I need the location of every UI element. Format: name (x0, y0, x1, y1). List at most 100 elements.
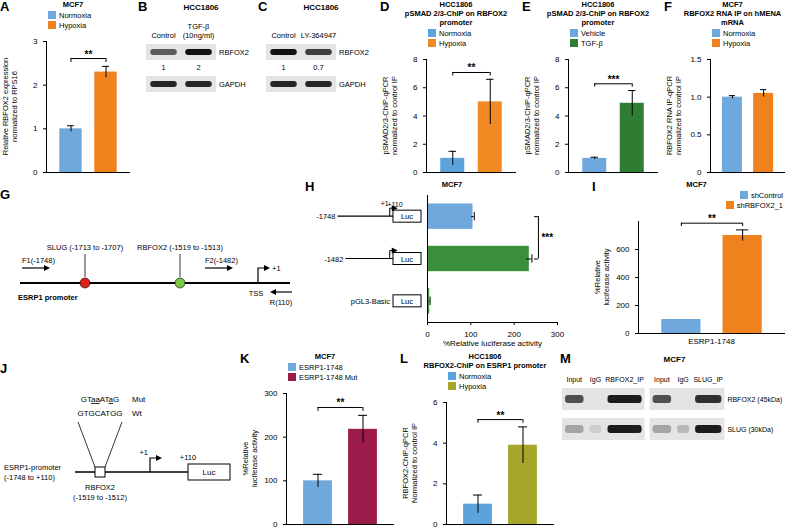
svg-text:3: 3 (33, 37, 38, 46)
svg-text:IgG: IgG (677, 376, 688, 384)
svg-text:2: 2 (433, 479, 438, 488)
svg-text:0: 0 (433, 520, 438, 529)
svg-text:+110: +110 (387, 201, 402, 208)
svg-text:Input: Input (654, 376, 670, 384)
svg-text:+1: +1 (139, 448, 148, 457)
svg-text:IgG: IgG (590, 376, 601, 384)
svg-text:+1: +1 (272, 264, 281, 273)
svg-text:2: 2 (33, 81, 38, 90)
svg-text:600: 600 (616, 245, 630, 254)
svg-text:2: 2 (413, 140, 418, 149)
svg-text:4: 4 (413, 112, 418, 121)
svg-text:GAPDH: GAPDH (339, 80, 366, 89)
svg-text:-1748: -1748 (316, 212, 335, 221)
svg-text:1.5: 1.5 (690, 55, 702, 64)
svg-text:4: 4 (433, 439, 438, 448)
svg-text:pSMAD2/3-ChIP-qPCR: pSMAD2/3-ChIP-qPCR (523, 76, 532, 155)
svg-text:Mut: Mut (132, 395, 146, 404)
svg-text:Control: Control (271, 31, 296, 40)
svg-text:Luc: Luc (401, 297, 413, 306)
svg-text:luciferase activity: luciferase activity (602, 248, 611, 305)
svg-text:GTaaATaG: GTaaATaG (81, 395, 120, 404)
svg-text:%Relative: %Relative (593, 260, 602, 294)
svg-text:HCC1806: HCC1806 (183, 3, 219, 12)
svg-text:RBFOX2: RBFOX2 (85, 483, 115, 492)
svg-text:Relative RBFOX2 expression: Relative RBFOX2 expression (1, 58, 10, 156)
svg-text:0: 0 (555, 168, 560, 177)
svg-text:1: 1 (33, 124, 38, 133)
svg-text:**: ** (468, 62, 476, 73)
svg-text:0: 0 (413, 168, 418, 177)
svg-text:0: 0 (697, 168, 702, 177)
svg-text:1.0: 1.0 (690, 93, 702, 102)
svg-text:GAPDH: GAPDH (219, 80, 246, 89)
svg-text:2: 2 (555, 140, 560, 149)
svg-text:0: 0 (273, 520, 278, 529)
svg-text:F2(-1482): F2(-1482) (205, 256, 238, 265)
svg-text:0: 0 (33, 168, 38, 177)
svg-text:0.7: 0.7 (313, 63, 323, 72)
svg-text:8: 8 (413, 55, 418, 64)
svg-text:1: 1 (161, 63, 165, 72)
svg-text:pGL3-Basic: pGL3-Basic (351, 297, 390, 306)
svg-text:**: ** (708, 213, 716, 224)
svg-text:Normalized to control IP: Normalized to control IP (410, 423, 419, 503)
svg-text:+1: +1 (381, 200, 389, 207)
svg-text:200: 200 (616, 301, 630, 310)
svg-text:**: ** (337, 397, 345, 408)
svg-text:SLUG (30kDa): SLUG (30kDa) (727, 426, 773, 434)
svg-text:%Relative luciferase activity: %Relative luciferase activity (443, 339, 542, 348)
svg-text:RBFOX2_IP: RBFOX2_IP (605, 376, 644, 384)
svg-text:***: *** (541, 232, 553, 243)
svg-text:RBFOX2 RNA IP-qPCR: RBFOX2 RNA IP-qPCR (665, 75, 674, 155)
svg-text:200: 200 (264, 433, 278, 442)
svg-text:6: 6 (413, 83, 418, 92)
svg-text:300: 300 (264, 389, 278, 398)
svg-text:Control: Control (151, 31, 176, 40)
svg-text:RBFOX2: RBFOX2 (339, 48, 369, 57)
svg-text:F1(-1748): F1(-1748) (22, 256, 55, 265)
svg-text:(10ng/ml): (10ng/ml) (183, 31, 215, 40)
svg-text:normalized to control IP: normalized to control IP (390, 76, 399, 155)
svg-text:0: 0 (625, 329, 630, 338)
svg-text:SLUG_IP: SLUG_IP (693, 376, 723, 384)
svg-text:+110: +110 (180, 453, 196, 462)
svg-text:Wt: Wt (132, 409, 143, 418)
svg-text:TSS: TSS (249, 289, 264, 298)
svg-text:-1482: -1482 (324, 255, 343, 264)
svg-text:100: 100 (264, 476, 278, 485)
svg-text:RBFOX2: RBFOX2 (219, 48, 249, 57)
svg-text:0: 0 (425, 330, 430, 339)
svg-text:%Relative: %Relative (241, 442, 250, 476)
svg-text:6: 6 (433, 398, 438, 407)
svg-text:MCF7: MCF7 (664, 355, 686, 364)
svg-text:ESRP1-promoter: ESRP1-promoter (4, 463, 62, 472)
svg-text:normalized to RPS16: normalized to RPS16 (10, 71, 19, 142)
svg-text:8: 8 (555, 55, 560, 64)
svg-text:RBFOX2 (45kDa): RBFOX2 (45kDa) (727, 396, 782, 404)
svg-text:SLUG (-1713 to -1707): SLUG (-1713 to -1707) (47, 243, 124, 252)
svg-text:2: 2 (196, 63, 200, 72)
svg-text:normalized to control IP: normalized to control IP (532, 76, 541, 155)
svg-text:400: 400 (616, 273, 630, 282)
svg-text:HCC1806: HCC1806 (303, 3, 339, 12)
svg-text:(-1519 to -1512): (-1519 to -1512) (73, 493, 127, 502)
svg-text:luciferase activity: luciferase activity (250, 430, 259, 487)
svg-text:**: ** (497, 410, 505, 421)
svg-text:Input: Input (566, 376, 582, 384)
svg-text:LY-364947: LY-364947 (301, 31, 336, 40)
svg-text:GTGCATGG: GTGCATGG (77, 409, 122, 418)
svg-text:4: 4 (555, 112, 560, 121)
svg-text:normalized to control IP: normalized to control IP (674, 76, 683, 155)
svg-text:300: 300 (551, 330, 565, 339)
svg-text:(-1748 to +110): (-1748 to +110) (4, 473, 55, 482)
svg-text:Luc: Luc (401, 212, 413, 221)
svg-text:ESRP1 promoter: ESRP1 promoter (18, 293, 78, 302)
svg-text:**: ** (85, 49, 93, 60)
svg-text:Luc: Luc (203, 468, 216, 477)
svg-text:pSMAD2/3-ChIP-qPCR: pSMAD2/3-ChIP-qPCR (381, 76, 390, 155)
svg-text:RBFOX2 (-1519 to -1513): RBFOX2 (-1519 to -1513) (137, 243, 223, 252)
svg-text:***: *** (608, 74, 620, 85)
svg-text:TGF-β: TGF-β (188, 22, 210, 31)
svg-text:R(110): R(110) (270, 298, 293, 307)
